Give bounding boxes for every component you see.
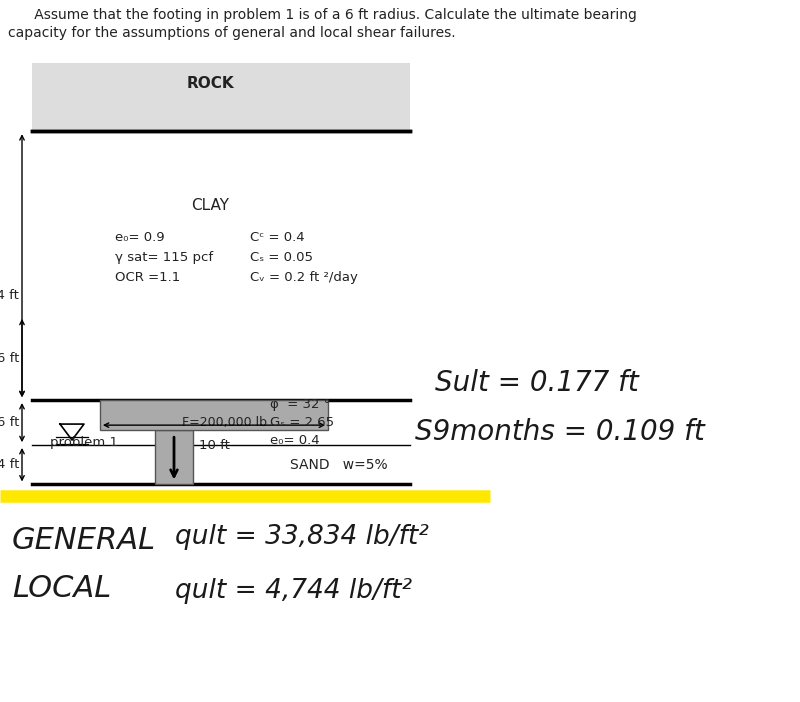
Text: qult = 4,744 lb/ft²: qult = 4,744 lb/ft²	[175, 578, 412, 604]
Text: 14 ft: 14 ft	[0, 289, 19, 302]
Text: e₀= 0.4: e₀= 0.4	[270, 434, 320, 447]
Bar	[32, 63, 410, 131]
Text: qult = 33,834 lb/ft²: qult = 33,834 lb/ft²	[175, 524, 429, 550]
Text: 10 ft: 10 ft	[198, 439, 230, 452]
Text: Cᶜ = 0.4: Cᶜ = 0.4	[250, 231, 305, 244]
Text: Cᵥ = 0.2 ft ²/day: Cᵥ = 0.2 ft ²/day	[250, 271, 358, 284]
Text: GENERAL: GENERAL	[12, 526, 156, 555]
Text: S9months = 0.109 ft: S9months = 0.109 ft	[415, 418, 705, 446]
Text: φ  = 32 °: φ = 32 °	[270, 398, 330, 411]
Text: SAND   w=5%: SAND w=5%	[290, 458, 388, 472]
Text: Assume that the footing in problem 1 is of a 6 ft radius. Calculate the ultimate: Assume that the footing in problem 1 is …	[8, 8, 637, 22]
Text: Sult = 0.177 ft: Sult = 0.177 ft	[435, 369, 638, 397]
Text: CLAY: CLAY	[191, 198, 229, 213]
Text: 6 ft: 6 ft	[0, 416, 19, 429]
Text: F=200,000 lb: F=200,000 lb	[182, 416, 267, 430]
Bar	[100, 400, 328, 430]
Text: OCR =1.1: OCR =1.1	[115, 271, 180, 284]
Text: 6 ft: 6 ft	[0, 352, 19, 364]
Text: e₀= 0.9: e₀= 0.9	[115, 231, 165, 244]
Text: capacity for the assumptions of general and local shear failures.: capacity for the assumptions of general …	[8, 26, 456, 40]
Text: Gₛ = 2.65: Gₛ = 2.65	[270, 416, 334, 429]
Text: 4 ft: 4 ft	[0, 458, 19, 471]
Text: Cₛ = 0.05: Cₛ = 0.05	[250, 251, 313, 264]
Bar	[155, 430, 193, 484]
Text: LOCAL: LOCAL	[12, 574, 111, 603]
Text: problem 1: problem 1	[50, 436, 118, 449]
Text: ROCK: ROCK	[186, 76, 234, 91]
Text: γ sat= 115 pcf: γ sat= 115 pcf	[115, 251, 213, 264]
